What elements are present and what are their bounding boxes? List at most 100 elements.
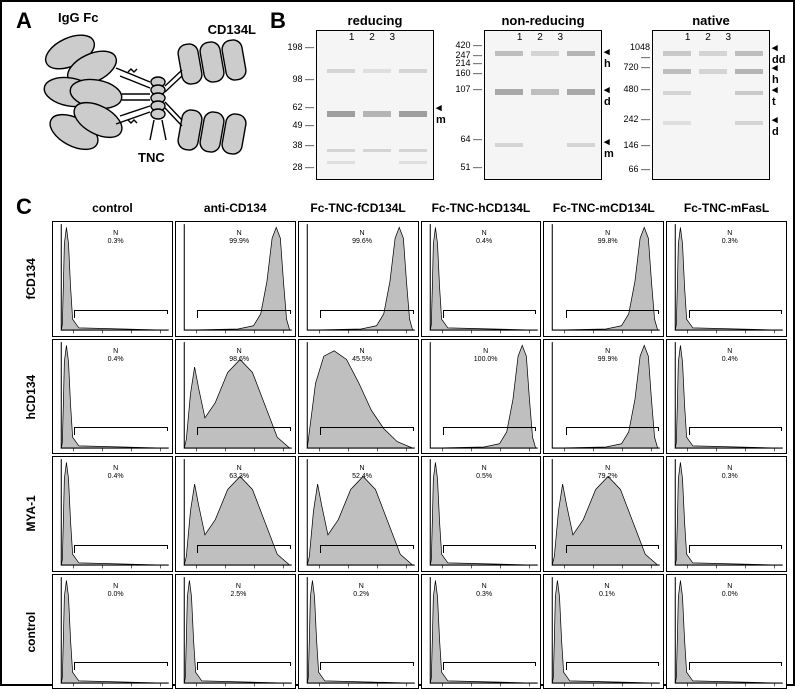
mw-marker: 51 —: [452, 162, 482, 172]
histogram-cell: N52.4%: [298, 456, 419, 572]
gate-stats: N0.3%: [722, 465, 738, 482]
igg-label: IgG Fc: [58, 10, 98, 25]
gel-band: [327, 161, 355, 164]
histogram-cell: N0.0%: [666, 574, 787, 690]
gate-marker: [689, 310, 782, 318]
gel-band: [399, 69, 427, 73]
histogram-cell: N0.4%: [666, 339, 787, 455]
mw-marker: 146 —: [620, 140, 650, 150]
histogram-cell: N99.8%: [543, 221, 664, 337]
gel-band: [531, 51, 559, 56]
histogram-cell: N99.9%: [543, 339, 664, 455]
gate-stats: N45.5%: [352, 348, 372, 365]
histogram-cell: N0.0%: [52, 574, 173, 690]
histogram-cell: N0.4%: [421, 221, 542, 337]
col-header: anti-CD134: [175, 197, 296, 219]
mw-marker: 49 —: [284, 120, 314, 130]
gel-band: [663, 51, 691, 56]
gate-marker: [443, 310, 536, 318]
gate-marker: [74, 545, 167, 553]
gate-stats: N99.8%: [598, 230, 618, 247]
col-header: Fc-TNC-mCD134L: [543, 197, 664, 219]
histogram-cell: N0.4%: [52, 456, 173, 572]
gate-marker: [443, 662, 536, 670]
histogram-cell: N0.1%: [543, 574, 664, 690]
gel-band: [531, 89, 559, 95]
gel-band: [363, 111, 391, 117]
tnc-label: TNC: [138, 150, 165, 165]
gate-marker: [566, 427, 659, 435]
histogram-cell: N99.6%: [298, 221, 419, 337]
lane-labels: 1 2 3: [485, 32, 601, 43]
gate-stats: N99.9%: [598, 348, 618, 365]
gate-stats: N0.4%: [722, 348, 738, 365]
gate-stats: N52.4%: [352, 465, 372, 482]
mw-marker: 64 —: [452, 134, 482, 144]
gate-stats: N99.6%: [352, 230, 372, 247]
gel-title: reducing: [317, 13, 433, 28]
band-annotation: ◂ d: [604, 83, 611, 108]
band-annotation: ◂ m: [436, 101, 446, 126]
gate-marker: [566, 545, 659, 553]
histogram-cell: N0.2%: [298, 574, 419, 690]
histogram-cell: N0.3%: [666, 456, 787, 572]
histogram-cell: N0.4%: [52, 339, 173, 455]
gate-marker: [197, 545, 290, 553]
gate-marker: [197, 427, 290, 435]
lane-labels: 1 2 3: [317, 32, 433, 43]
mw-marker: 214 —: [452, 58, 482, 68]
gel-band: [735, 69, 763, 74]
histogram-cell: N100.0%: [421, 339, 542, 455]
col-header: Fc-TNC-mFasL: [666, 197, 787, 219]
gel-band: [399, 149, 427, 152]
gate-marker: [320, 310, 413, 318]
mw-marker: 107 —: [452, 84, 482, 94]
gel-native: native1 2 31048 —720 —480 —242 —146 —66 …: [652, 30, 770, 185]
gate-marker: [74, 310, 167, 318]
histogram-cell: N79.2%: [543, 456, 664, 572]
gel-non-reducing: non-reducing1 2 3420 —247 —214 —160 —107…: [484, 30, 602, 185]
gate-marker: [689, 545, 782, 553]
panel-a: IgG Fc CD134L TNC: [30, 12, 260, 182]
histogram-cell: N0.3%: [421, 574, 542, 690]
gel-band: [663, 91, 691, 95]
col-header: control: [52, 197, 173, 219]
gate-marker: [320, 545, 413, 553]
histogram-cell: N0.3%: [666, 221, 787, 337]
gate-marker: [443, 545, 536, 553]
gel-reducing: reducing1 2 3198 —98 —62 —49 —38 —28 —◂ …: [316, 30, 434, 185]
gel-band: [327, 69, 355, 73]
histogram-cell: N98.6%: [175, 339, 296, 455]
mw-marker: 98 —: [284, 74, 314, 84]
gate-stats: N2.5%: [230, 583, 246, 600]
gate-stats: N0.4%: [476, 230, 492, 247]
gate-marker: [320, 662, 413, 670]
mw-marker: 38 —: [284, 140, 314, 150]
band-annotation: ◂ t: [772, 83, 778, 108]
gel-band: [699, 51, 727, 56]
gel-band: [327, 111, 355, 117]
band-annotation: ◂ h: [604, 45, 611, 70]
histogram-grid: controlanti-CD134Fc-TNC-fCD134LFc-TNC-hC…: [12, 197, 787, 677]
gel-title: native: [653, 13, 769, 28]
gel-band: [735, 91, 763, 95]
gate-stats: N63.3%: [229, 465, 249, 482]
mw-marker: 160 —: [452, 68, 482, 78]
gel-band: [399, 161, 427, 164]
gate-stats: N0.0%: [722, 583, 738, 600]
mw-marker: 66 —: [620, 164, 650, 174]
mw-marker: 480 —: [620, 84, 650, 94]
row-header: MYA-1: [12, 456, 50, 572]
row-header: control: [12, 574, 50, 690]
gel-band: [495, 89, 523, 95]
gel-band: [567, 143, 595, 147]
row-header: hCD134: [12, 339, 50, 455]
gate-marker: [566, 310, 659, 318]
histogram-cell: N99.9%: [175, 221, 296, 337]
gel-band: [495, 51, 523, 56]
gel-band: [567, 51, 595, 56]
panel-b: reducing1 2 3198 —98 —62 —49 —38 —28 —◂ …: [282, 8, 782, 188]
gate-marker: [197, 310, 290, 318]
gate-stats: N0.3%: [108, 230, 124, 247]
gate-marker: [689, 427, 782, 435]
